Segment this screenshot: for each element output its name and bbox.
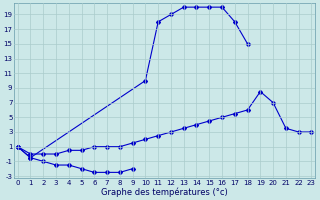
X-axis label: Graphe des températures (°c): Graphe des températures (°c) bbox=[101, 187, 228, 197]
